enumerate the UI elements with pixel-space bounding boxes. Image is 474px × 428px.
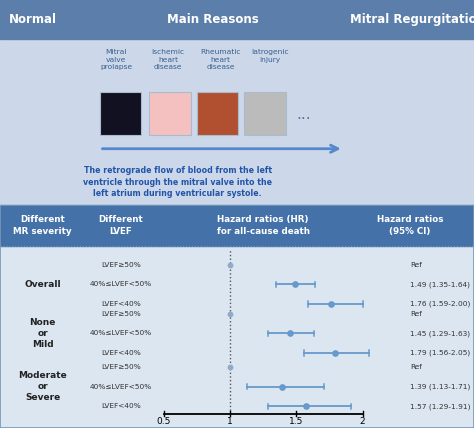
Bar bbox=[197, 92, 238, 135]
Text: 1.5: 1.5 bbox=[289, 417, 303, 426]
Text: 1.76 (1.59-2.00): 1.76 (1.59-2.00) bbox=[410, 301, 470, 307]
Text: LVEF≥50%: LVEF≥50% bbox=[101, 311, 141, 317]
Text: Different
MR severity: Different MR severity bbox=[13, 215, 72, 235]
Text: LVEF<40%: LVEF<40% bbox=[101, 350, 141, 356]
Text: None
or
Mild: None or Mild bbox=[29, 318, 56, 349]
Text: Ref: Ref bbox=[410, 311, 422, 317]
FancyArrowPatch shape bbox=[102, 145, 338, 152]
Text: Iatrogenic
injury: Iatrogenic injury bbox=[251, 49, 289, 63]
Text: Main Reasons: Main Reasons bbox=[167, 13, 259, 26]
Text: 40%≤LVEF<50%: 40%≤LVEF<50% bbox=[90, 330, 152, 336]
Text: Ref: Ref bbox=[410, 364, 422, 370]
Text: Hazard ratios (HR)
for all-cause death: Hazard ratios (HR) for all-cause death bbox=[217, 215, 310, 235]
Bar bbox=[100, 92, 141, 135]
Text: 1.57 (1.29-1.91): 1.57 (1.29-1.91) bbox=[410, 403, 471, 410]
Text: Mitral
valve
prolapse: Mitral valve prolapse bbox=[100, 49, 132, 70]
Text: Mitral Regurgitation: Mitral Regurgitation bbox=[350, 13, 474, 26]
Text: 0.5: 0.5 bbox=[156, 417, 171, 426]
Text: 40%≤LVEF<50%: 40%≤LVEF<50% bbox=[90, 282, 152, 288]
Bar bbox=[0, 0, 474, 39]
Text: Normal: Normal bbox=[9, 13, 57, 26]
Text: Moderate
or
Severe: Moderate or Severe bbox=[18, 371, 67, 402]
Text: 1.79 (1.56-2.05): 1.79 (1.56-2.05) bbox=[410, 350, 470, 356]
Text: Hazard ratios
(95% CI): Hazard ratios (95% CI) bbox=[377, 215, 443, 235]
Text: The retrograde flow of blood from the left
ventricle through the mitral valve in: The retrograde flow of blood from the le… bbox=[83, 166, 272, 199]
Text: 1.49 (1.35-1.64): 1.49 (1.35-1.64) bbox=[410, 281, 470, 288]
Text: LVEF<40%: LVEF<40% bbox=[101, 404, 141, 410]
Text: LVEF<40%: LVEF<40% bbox=[101, 301, 141, 307]
Text: ...: ... bbox=[296, 107, 311, 122]
Text: 1.39 (1.13-1.71): 1.39 (1.13-1.71) bbox=[410, 383, 470, 390]
Text: 40%≤LVEF<50%: 40%≤LVEF<50% bbox=[90, 384, 152, 390]
Text: 1: 1 bbox=[227, 417, 233, 426]
Text: Different
LVEF: Different LVEF bbox=[99, 215, 143, 235]
Text: 1.45 (1.29-1.63): 1.45 (1.29-1.63) bbox=[410, 330, 470, 337]
Text: Ref: Ref bbox=[410, 262, 422, 268]
Bar bbox=[244, 92, 286, 135]
Text: LVEF≥50%: LVEF≥50% bbox=[101, 364, 141, 370]
Text: 2: 2 bbox=[360, 417, 365, 426]
Bar bbox=[149, 92, 191, 135]
Text: LVEF≥50%: LVEF≥50% bbox=[101, 262, 141, 268]
Text: Ischemic
heart
disease: Ischemic heart disease bbox=[152, 49, 185, 70]
Bar bbox=[0, 205, 474, 246]
Text: Rheumatic
heart
disease: Rheumatic heart disease bbox=[200, 49, 241, 70]
Text: Overall: Overall bbox=[24, 280, 61, 289]
